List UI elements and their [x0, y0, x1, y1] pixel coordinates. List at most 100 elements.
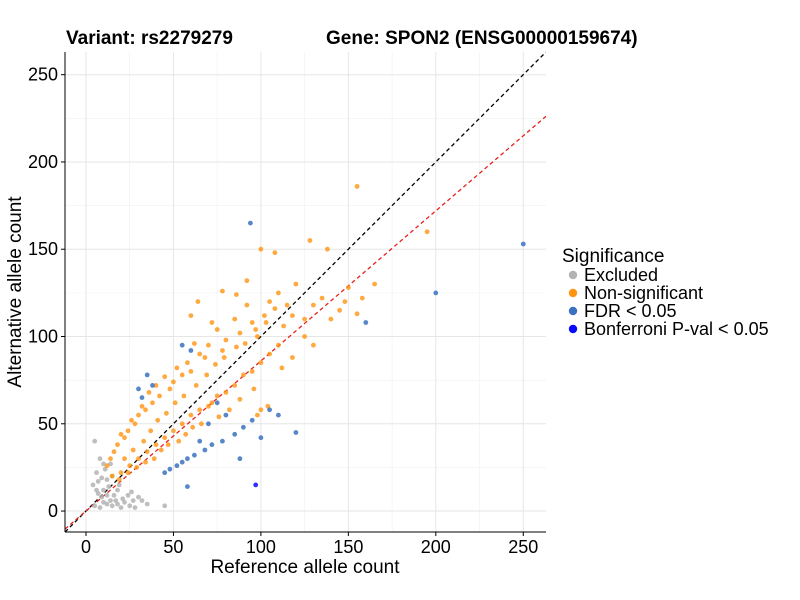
- data-point: [206, 403, 211, 409]
- data-point: [127, 503, 133, 509]
- data-point: [183, 431, 189, 437]
- legend-label: Bonferroni P-val < 0.05: [584, 319, 769, 339]
- data-point: [111, 449, 117, 455]
- data-point: [136, 412, 141, 418]
- legend-label: Non-significant: [584, 283, 703, 303]
- data-point: [258, 407, 264, 413]
- data-point: [263, 320, 269, 325]
- data-point: [272, 306, 278, 311]
- data-point: [165, 442, 171, 448]
- data-point: [92, 438, 98, 444]
- data-point: [223, 412, 229, 418]
- legend-key: [568, 270, 578, 280]
- data-point: [244, 302, 250, 308]
- data-point: [139, 498, 145, 503]
- data-point: [153, 442, 159, 448]
- data-point: [293, 281, 299, 287]
- data-point: [307, 238, 313, 243]
- data-point: [258, 246, 264, 252]
- data-point: [176, 438, 182, 444]
- x-tick-label: 250: [508, 537, 538, 557]
- data-point: [167, 386, 173, 392]
- data-point: [272, 250, 278, 256]
- data-point: [276, 342, 281, 348]
- data-point: [223, 337, 229, 343]
- data-point: [181, 393, 187, 399]
- data-point: [197, 407, 203, 413]
- data-point: [116, 477, 122, 482]
- y-tick-label: 150: [28, 239, 58, 259]
- data-point: [337, 307, 342, 313]
- data-point: [167, 466, 173, 472]
- data-point: [90, 482, 96, 488]
- data-point: [199, 421, 204, 427]
- data-point: [241, 424, 246, 430]
- y-tick-label: 0: [48, 501, 58, 521]
- data-point: [354, 311, 360, 317]
- data-point: [424, 229, 430, 235]
- data-point: [279, 365, 285, 371]
- data-point: [101, 487, 106, 493]
- data-point: [144, 372, 150, 378]
- x-axis-title: Reference allele count: [210, 557, 400, 578]
- data-point: [104, 477, 110, 482]
- data-point: [144, 501, 150, 507]
- data-point: [171, 379, 176, 385]
- data-point: [148, 428, 154, 434]
- data-point: [253, 327, 259, 332]
- data-point: [162, 435, 168, 441]
- data-point: [284, 302, 290, 308]
- data-point: [104, 492, 110, 498]
- data-point: [249, 417, 255, 423]
- data-point: [267, 351, 272, 357]
- x-tick-label: 150: [333, 537, 363, 557]
- data-point: [104, 501, 110, 507]
- legend-title: Significance: [562, 246, 664, 267]
- data-point: [244, 278, 250, 284]
- data-point: [143, 459, 148, 465]
- data-point: [151, 456, 157, 462]
- data-point: [197, 351, 203, 357]
- x-tick-label: 0: [81, 537, 91, 557]
- legend-key: [568, 306, 578, 316]
- data-point: [157, 393, 162, 399]
- data-point: [136, 494, 141, 500]
- data-point: [255, 412, 260, 418]
- data-point: [188, 412, 194, 418]
- data-point: [129, 489, 134, 495]
- data-point: [125, 492, 131, 498]
- data-point: [232, 383, 238, 388]
- tick-labels: 0 50 100 150 200 250 0 50 100 150 200 250: [28, 65, 538, 557]
- data-point: [290, 313, 295, 318]
- data-point: [113, 498, 119, 503]
- data-point: [232, 316, 238, 322]
- data-point: [118, 431, 124, 437]
- data-point: [115, 487, 120, 493]
- data-point: [214, 400, 220, 406]
- y-tick-label: 50: [38, 414, 58, 434]
- data-point: [129, 417, 134, 423]
- data-point: [185, 484, 190, 489]
- data-point: [95, 479, 101, 484]
- data-point: [136, 386, 141, 392]
- data-point: [190, 424, 196, 430]
- data-point: [293, 430, 299, 435]
- data-point: [346, 285, 351, 290]
- axes: [64, 52, 546, 533]
- data-point: [109, 473, 115, 479]
- data-point: [197, 438, 203, 444]
- data-point: [122, 435, 127, 441]
- data-point: [134, 465, 140, 470]
- data-point: [164, 410, 169, 416]
- data-point: [302, 316, 307, 322]
- data-point: [92, 503, 98, 509]
- y-tick-label: 250: [28, 65, 58, 85]
- data-point: [153, 383, 159, 388]
- data-point: [206, 342, 211, 348]
- legend-label: Excluded: [584, 265, 658, 285]
- data-point: [99, 494, 105, 500]
- data-point: [132, 505, 138, 510]
- data-point: [281, 323, 286, 329]
- data-point: [267, 407, 272, 413]
